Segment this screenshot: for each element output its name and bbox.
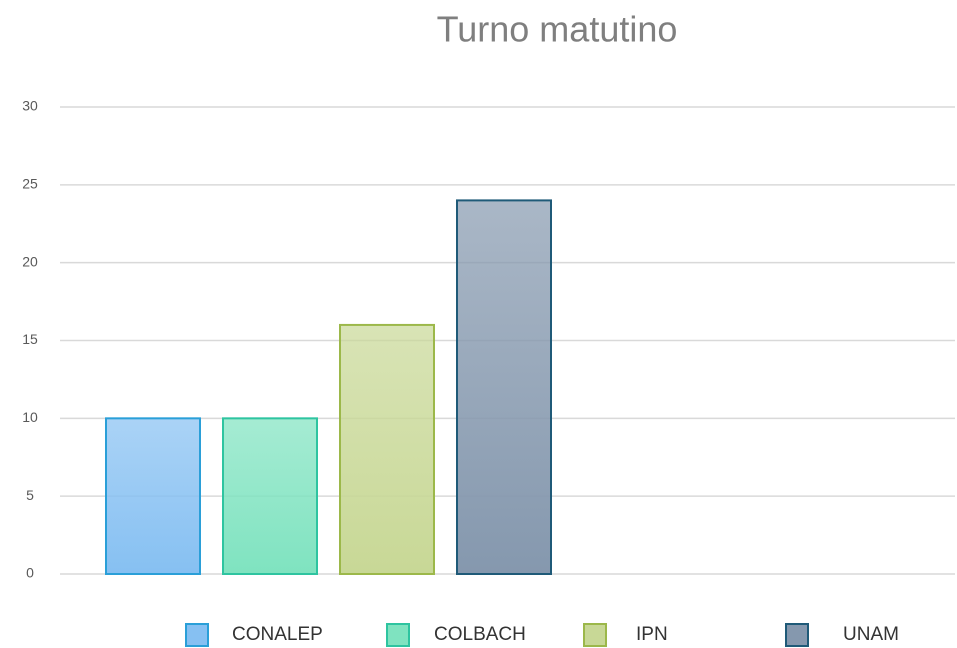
bar	[222, 417, 318, 576]
y-tick-label: 30	[22, 98, 38, 114]
bar	[105, 417, 201, 576]
legend-label: COLBACH	[434, 624, 526, 645]
bar	[456, 199, 552, 575]
y-tick-label: 10	[22, 409, 38, 425]
y-tick-label: 0	[26, 565, 34, 581]
legend-label: CONALEP	[232, 624, 323, 645]
legend-label: UNAM	[843, 624, 899, 645]
y-tick-label: 25	[22, 176, 38, 192]
y-tick-label: 5	[26, 487, 34, 503]
bar	[339, 323, 435, 575]
y-tick-label: 20	[22, 253, 38, 269]
legend-label: IPN	[636, 624, 668, 645]
legend-swatch	[785, 623, 809, 647]
y-tick-label: 15	[22, 331, 38, 347]
legend-swatch	[386, 623, 410, 647]
legend-swatch	[185, 623, 209, 647]
legend-swatch	[583, 623, 607, 647]
chart-title: Turno matutino	[437, 9, 678, 50]
